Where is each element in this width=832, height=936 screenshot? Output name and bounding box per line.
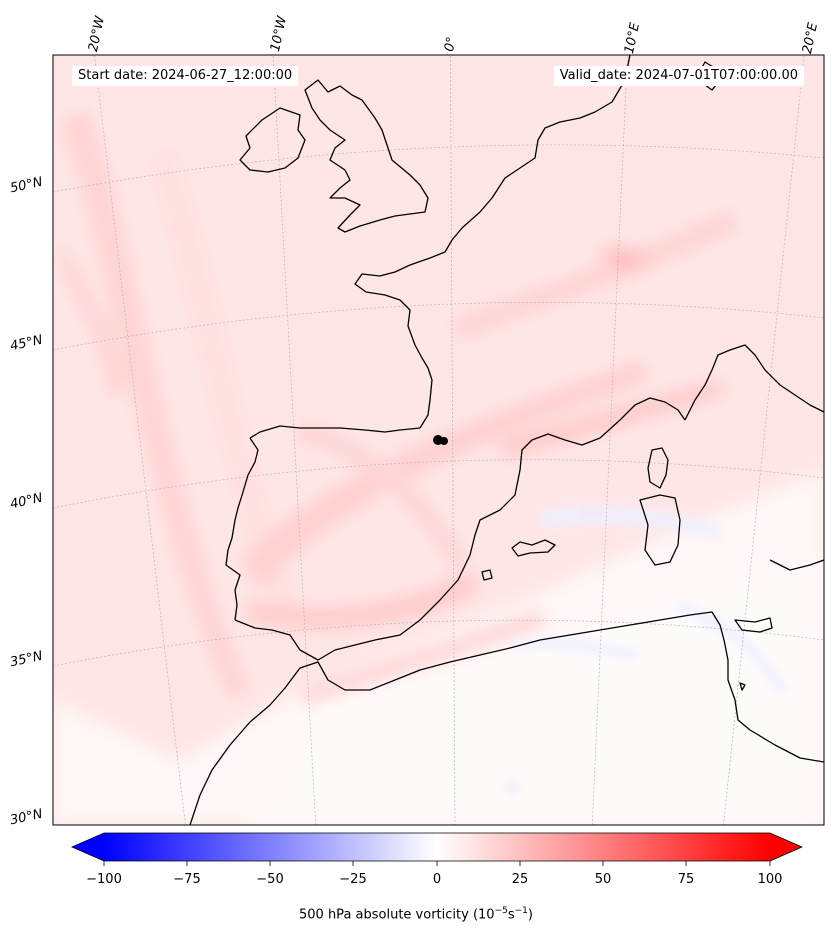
colorbar-label-main: 500 hPa absolute vorticity (10 — [299, 907, 495, 923]
colorbar — [71, 832, 803, 866]
colorbar-label: 500 hPa absolute vorticity (10−5s−1) — [0, 906, 832, 922]
colorbar-tick-label: −100 — [86, 872, 122, 887]
colorbar-tick-label: −25 — [339, 872, 367, 887]
lon-label-0: 0° — [442, 35, 460, 54]
colorbar-tick-label: 100 — [757, 872, 783, 887]
colorbar-label-mid: s — [507, 907, 515, 923]
start-date-label: Start date: 2024-06-27_12:00:00 — [72, 66, 299, 86]
colorbar-label-end: ) — [527, 907, 533, 923]
colorbar-tick-label: −50 — [256, 872, 284, 887]
vorticity-field — [53, 55, 824, 825]
colorbar-label-exp1: −5 — [494, 906, 508, 916]
map-frame — [52, 54, 825, 826]
colorbar-tick-label: 0 — [432, 872, 442, 887]
colorbar-tick-label: 25 — [511, 872, 529, 887]
colorbar-tick-label: 75 — [677, 872, 695, 887]
colorbar-label-exp2: −1 — [514, 906, 528, 916]
colorbar-tick-label: 50 — [594, 872, 612, 887]
graticule — [53, 55, 824, 825]
valid-date-label: Valid_date: 2024-07-01T07:00:00.00 — [553, 66, 804, 86]
colorbar-tick-label: −75 — [173, 872, 201, 887]
